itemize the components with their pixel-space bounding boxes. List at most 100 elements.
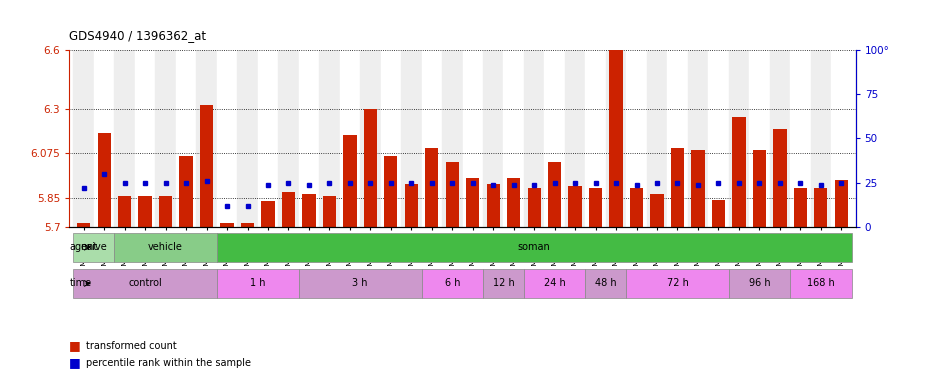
Bar — [630, 188, 643, 227]
Bar — [196, 50, 216, 227]
Bar — [94, 50, 115, 227]
Text: naive: naive — [80, 242, 107, 252]
Text: percentile rank within the sample: percentile rank within the sample — [86, 358, 251, 368]
Text: ■: ■ — [69, 356, 81, 369]
Bar — [770, 50, 790, 227]
Bar — [238, 50, 258, 227]
Bar — [323, 195, 336, 227]
Bar — [216, 269, 299, 298]
Bar — [426, 148, 438, 227]
Bar — [810, 50, 831, 227]
Text: 3 h: 3 h — [352, 278, 368, 288]
Bar — [343, 134, 356, 227]
Bar — [155, 50, 176, 227]
Bar — [73, 50, 94, 227]
Bar — [262, 202, 275, 227]
Bar — [422, 50, 442, 227]
Text: soman: soman — [518, 242, 550, 252]
Bar — [831, 50, 852, 227]
Bar — [650, 194, 663, 227]
Bar — [135, 50, 155, 227]
Bar — [524, 269, 586, 298]
Text: 1 h: 1 h — [250, 278, 265, 288]
Bar — [299, 269, 422, 298]
Text: ■: ■ — [69, 339, 81, 352]
Bar — [483, 50, 503, 227]
Bar — [216, 50, 238, 227]
Text: transformed count: transformed count — [86, 341, 177, 351]
Bar — [299, 50, 319, 227]
Bar — [77, 223, 91, 227]
Bar — [586, 269, 626, 298]
Bar — [466, 178, 479, 227]
Bar — [711, 200, 725, 227]
Bar — [527, 188, 541, 227]
Bar — [364, 109, 377, 227]
Bar — [115, 50, 135, 227]
Bar — [97, 132, 111, 227]
Bar — [216, 233, 852, 262]
Text: 72 h: 72 h — [667, 278, 688, 288]
Bar — [446, 162, 459, 227]
Bar — [503, 50, 524, 227]
Bar — [200, 105, 214, 227]
Bar — [118, 195, 131, 227]
Bar — [794, 188, 807, 227]
Text: vehicle: vehicle — [148, 242, 183, 252]
Bar — [401, 50, 422, 227]
Bar — [422, 269, 483, 298]
Bar — [790, 269, 852, 298]
Text: GDS4940 / 1396362_at: GDS4940 / 1396362_at — [69, 29, 206, 42]
Bar — [462, 50, 483, 227]
Bar — [282, 192, 295, 227]
Bar — [404, 184, 418, 227]
Text: 24 h: 24 h — [544, 278, 565, 288]
Bar — [671, 148, 684, 227]
Bar — [565, 50, 586, 227]
Bar — [667, 50, 687, 227]
Text: 6 h: 6 h — [445, 278, 460, 288]
Bar — [73, 233, 115, 262]
Bar — [687, 50, 709, 227]
Bar — [733, 117, 746, 227]
Bar — [548, 162, 561, 227]
Bar — [569, 186, 582, 227]
Bar — [773, 129, 786, 227]
Bar — [814, 188, 828, 227]
Bar — [691, 150, 705, 227]
Bar — [115, 233, 216, 262]
Bar — [483, 269, 524, 298]
Bar — [589, 188, 602, 227]
Text: time: time — [69, 278, 92, 288]
Bar — [790, 50, 810, 227]
Bar — [442, 50, 462, 227]
Bar — [278, 50, 299, 227]
Bar — [647, 50, 667, 227]
Text: 168 h: 168 h — [807, 278, 834, 288]
Text: agent: agent — [69, 242, 98, 252]
Bar — [380, 50, 401, 227]
Bar — [302, 194, 315, 227]
Bar — [586, 50, 606, 227]
Bar — [339, 50, 360, 227]
Bar — [749, 50, 770, 227]
Bar — [73, 269, 216, 298]
Bar — [729, 269, 790, 298]
Bar — [258, 50, 278, 227]
Bar — [159, 195, 172, 227]
Bar — [626, 269, 729, 298]
Bar — [507, 178, 521, 227]
Text: 48 h: 48 h — [595, 278, 617, 288]
Bar — [729, 50, 749, 227]
Text: control: control — [129, 278, 162, 288]
Bar — [139, 195, 152, 227]
Text: 96 h: 96 h — [748, 278, 771, 288]
Bar — [384, 156, 398, 227]
Bar — [487, 184, 500, 227]
Bar — [176, 50, 196, 227]
Bar — [626, 50, 647, 227]
Bar — [606, 50, 626, 227]
Bar — [179, 156, 192, 227]
Bar — [545, 50, 565, 227]
Text: 12 h: 12 h — [493, 278, 514, 288]
